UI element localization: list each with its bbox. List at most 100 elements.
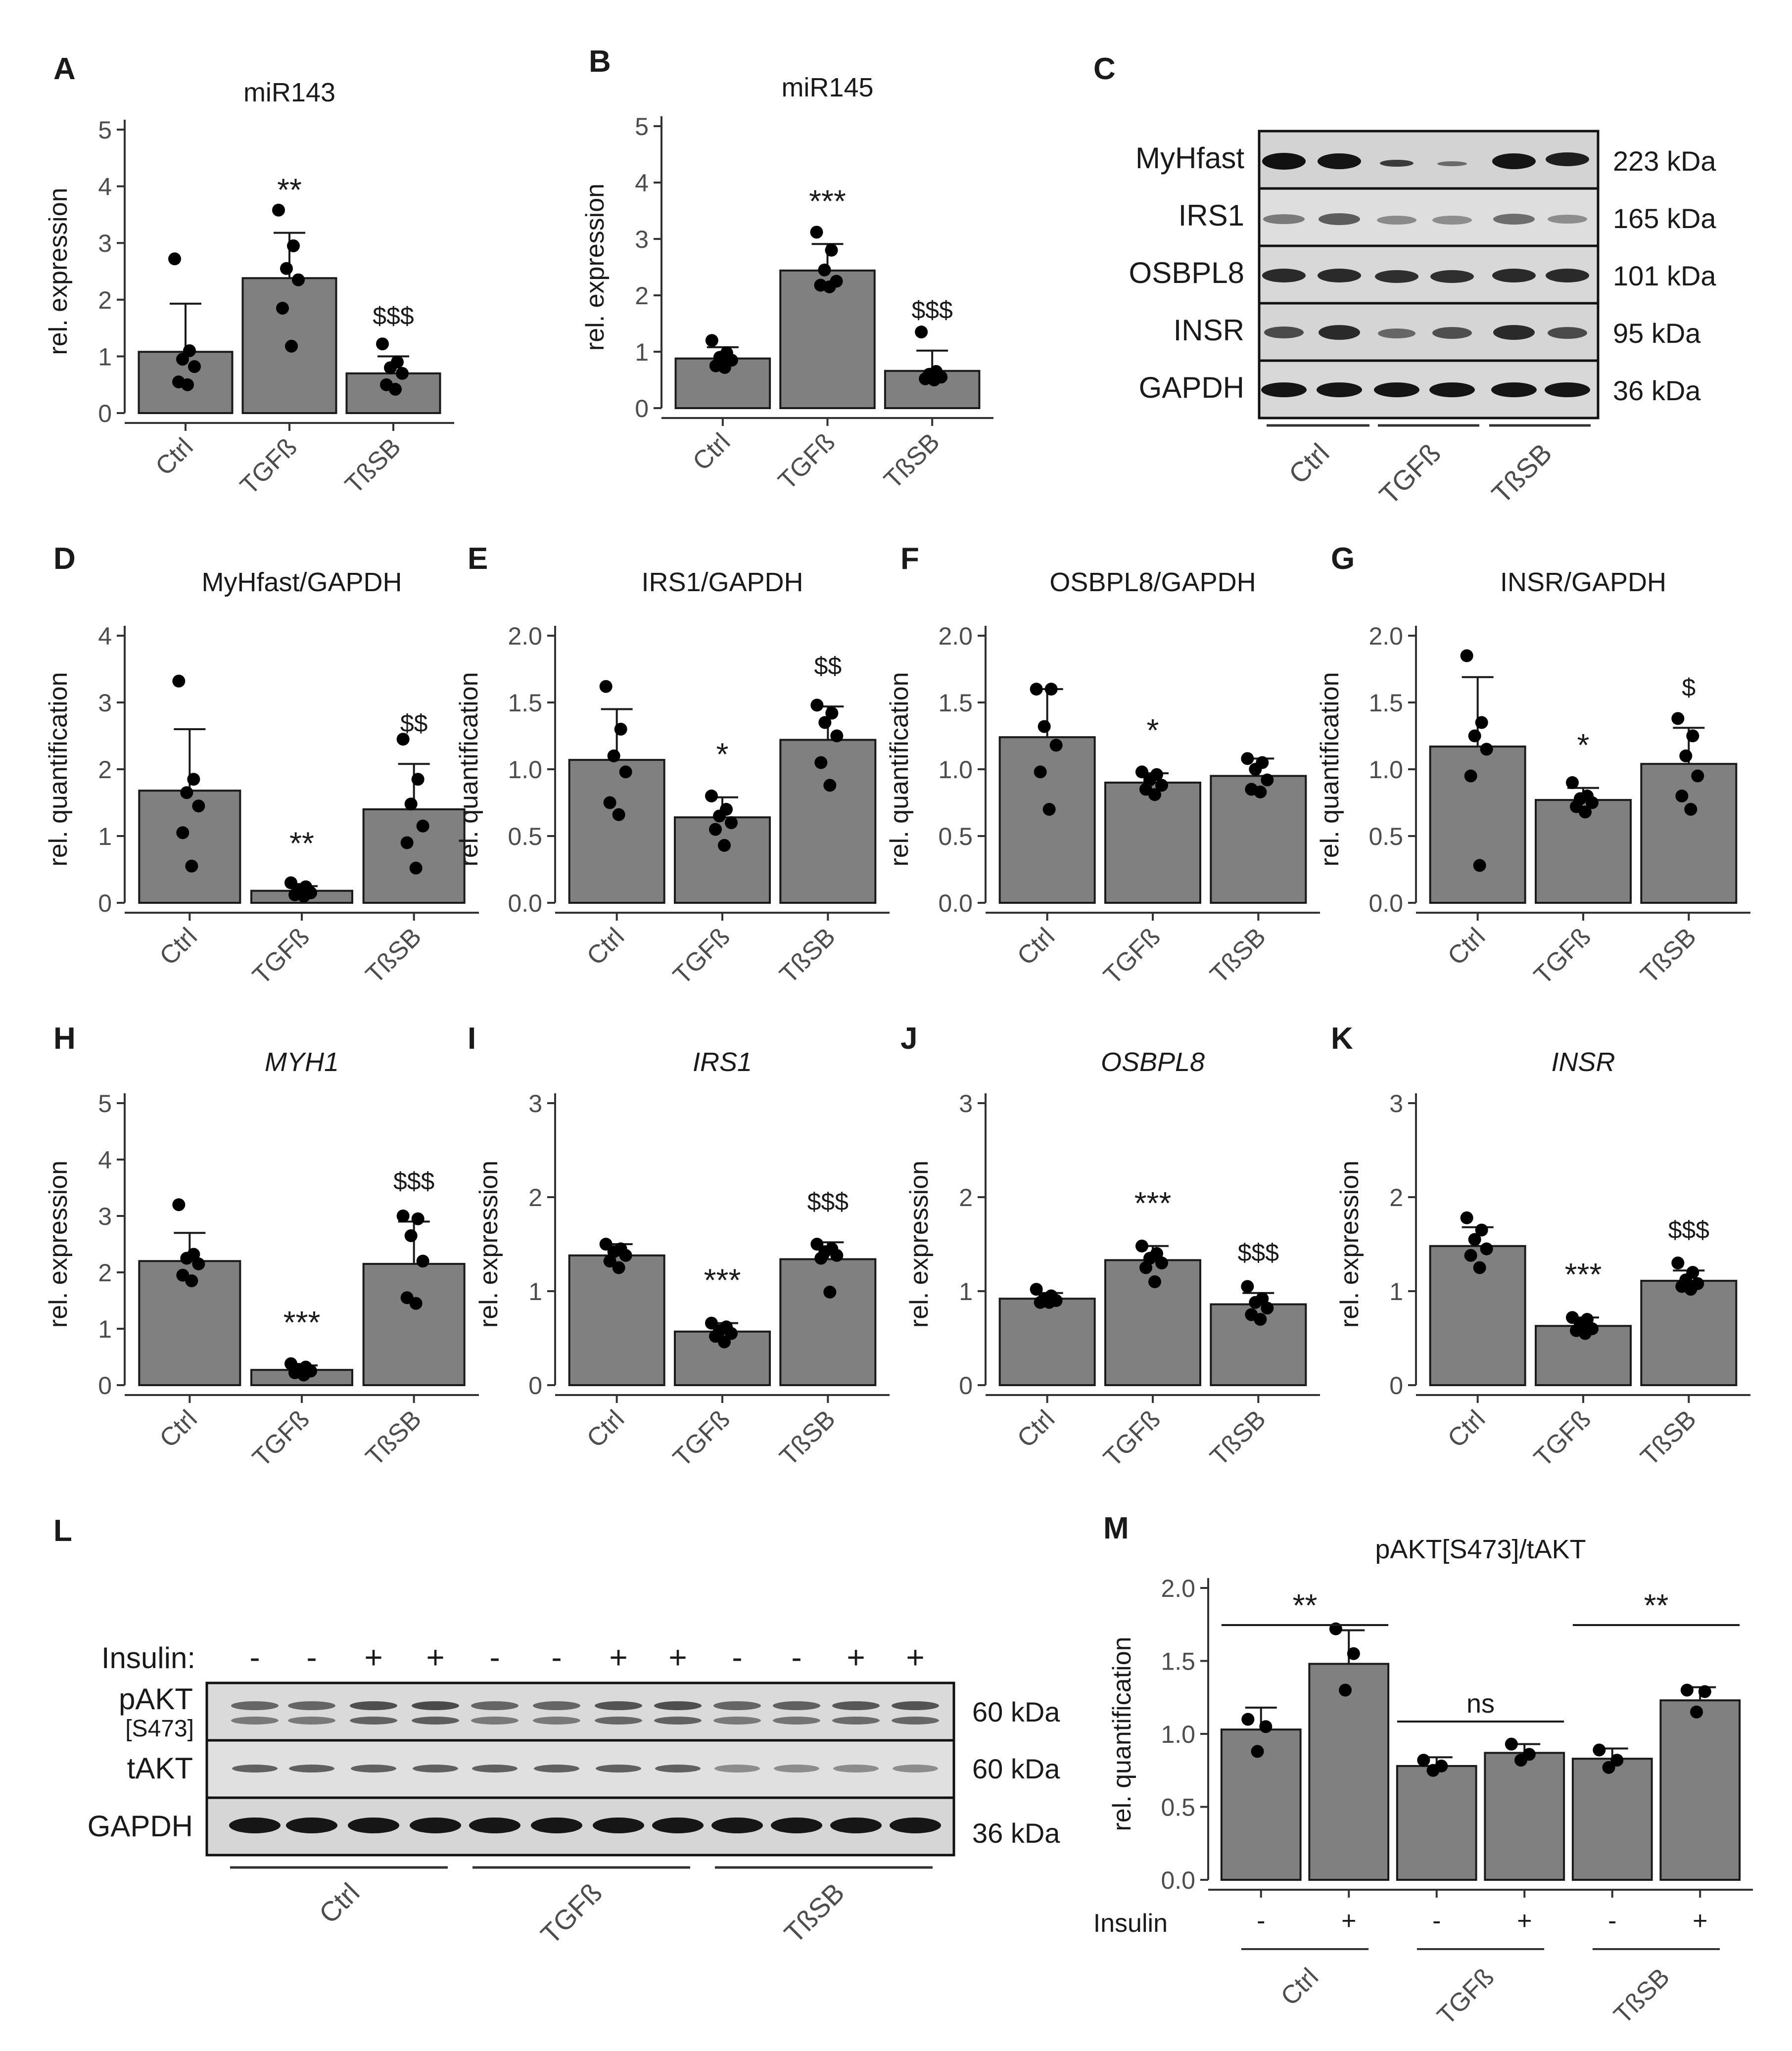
data-point (718, 839, 731, 852)
data-point (1671, 1257, 1685, 1269)
blot-band (1491, 382, 1537, 397)
data-point (825, 243, 838, 257)
insulin-sign: + (1693, 1907, 1707, 1935)
chart-d: D MyHfast/GAPDH 0 1 2 3 4 rel. quantification Ct… (44, 542, 479, 990)
blot-band (713, 1717, 761, 1725)
chart-title: IRS1 (693, 1047, 752, 1077)
data-point (1241, 752, 1254, 765)
significance-annotation: $ (1682, 673, 1696, 701)
data-point (185, 1274, 198, 1288)
blot-band (350, 1717, 397, 1725)
group-label: TßSB (1608, 1962, 1675, 2029)
blot-band (1319, 325, 1360, 340)
y-tick-label: 0 (98, 889, 112, 917)
y-tick-label: 2.0 (1161, 1575, 1195, 1602)
blot-l-group-label: Ctrl (313, 1877, 365, 1929)
data-point (1671, 712, 1685, 725)
blot-l-protein-label: GAPDH (88, 1810, 193, 1843)
blot-band (1437, 161, 1467, 166)
blot-l-insulin-sign: - (249, 1639, 260, 1675)
data-point (396, 1210, 410, 1222)
y-tick-label: 1 (98, 823, 112, 850)
blot-l-bands-takt (232, 1765, 938, 1772)
x-tick-label: Ctrl (154, 922, 203, 971)
y-tick-label: 0.0 (508, 889, 542, 917)
bar (998, 1298, 1096, 1386)
blot-band (890, 1818, 941, 1833)
data-point (1586, 796, 1599, 809)
data-point (928, 373, 941, 386)
bar (362, 808, 466, 904)
y-tick-label: 2.0 (938, 622, 973, 650)
blot-band (1492, 153, 1536, 169)
blot-band (596, 1765, 641, 1772)
panel-label: A (53, 52, 76, 86)
y-tick-label: 0 (98, 400, 112, 427)
blot-band (1318, 269, 1361, 282)
x-tick-label: TGFß (1528, 1404, 1596, 1472)
blot-band (1374, 382, 1419, 397)
data-point (276, 301, 289, 315)
blot-band (593, 1818, 644, 1833)
data-point (1680, 1683, 1694, 1697)
blot-l-row-1: tAKT 60 kDa (127, 1739, 1060, 1799)
data-point (1473, 1261, 1486, 1274)
x-tick-label: TßSB (1635, 922, 1702, 989)
blot-band (531, 1818, 582, 1833)
data-point (1593, 1743, 1606, 1757)
blot-c-protein-label: GAPDH (1139, 371, 1244, 404)
blot-l-insulin-sign: + (906, 1639, 924, 1675)
chart-title: pAKT[S473]/tAKT (1375, 1535, 1586, 1564)
y-tick-label: 0 (98, 1372, 112, 1399)
significance-annotation: *** (283, 1305, 321, 1340)
blot-band (286, 1818, 337, 1833)
data-point (1475, 1223, 1488, 1237)
comparison-label: ns (1466, 1689, 1495, 1719)
blot-band (471, 1701, 519, 1710)
significance-annotation: $$$ (393, 1167, 434, 1195)
chart-title: MyHfast/GAPDH (201, 567, 402, 597)
data-point (810, 699, 824, 712)
blot-c-row-1: IRS1 165 kDa (1179, 187, 1716, 247)
data-point (1139, 1261, 1152, 1274)
data-point (1254, 1313, 1267, 1326)
x-tick-label: TßSB (1205, 922, 1272, 989)
panel-label-c: C (1093, 52, 1116, 86)
chart-e: E IRS1/GAPDH 0.0 0.5 1.0 1.5 2.0 rel. quantific… (455, 542, 890, 990)
blot-band (1429, 382, 1475, 397)
y-tick-label: 1 (1389, 1278, 1403, 1305)
significance-annotation: ** (277, 172, 302, 208)
blot-band (1377, 216, 1416, 225)
panel-label: E (468, 542, 488, 576)
panel-label: B (589, 45, 611, 79)
data-point (1464, 1249, 1477, 1262)
y-tick-label: 3 (98, 1203, 112, 1230)
blot-l-insulin-sign: + (426, 1639, 444, 1675)
blot-c-membrane-2 (1258, 244, 1600, 305)
blot-l-insulin-sign: + (364, 1639, 382, 1675)
y-tick-label: 0 (528, 1372, 542, 1399)
x-tick-label: TGFß (1528, 922, 1596, 990)
chart-title: INSR/GAPDH (1500, 567, 1666, 597)
blot-band (1263, 214, 1305, 224)
chart-title: miR145 (781, 73, 873, 102)
blot-band (1380, 160, 1414, 167)
blot-band (1432, 216, 1472, 225)
blot-band (412, 1717, 459, 1725)
bar (779, 269, 876, 410)
data-point (1460, 1211, 1473, 1224)
blot-band (533, 1701, 580, 1710)
data-point (619, 1249, 632, 1262)
data-point (612, 1261, 625, 1274)
y-tick-label: 3 (959, 1090, 973, 1118)
x-tick-label: Ctrl (150, 432, 198, 481)
blot-c-protein-label: OSBPL8 (1129, 256, 1244, 289)
blot-band (773, 1717, 820, 1725)
significance-annotation: ** (289, 825, 314, 861)
bar (1640, 1280, 1738, 1387)
significance-annotation: *** (809, 183, 846, 219)
x-tick-label: TßSB (774, 922, 841, 989)
bar (1104, 782, 1201, 904)
significance-annotation: $$$ (911, 296, 952, 324)
x-tick-label: TGFß (247, 1404, 315, 1472)
